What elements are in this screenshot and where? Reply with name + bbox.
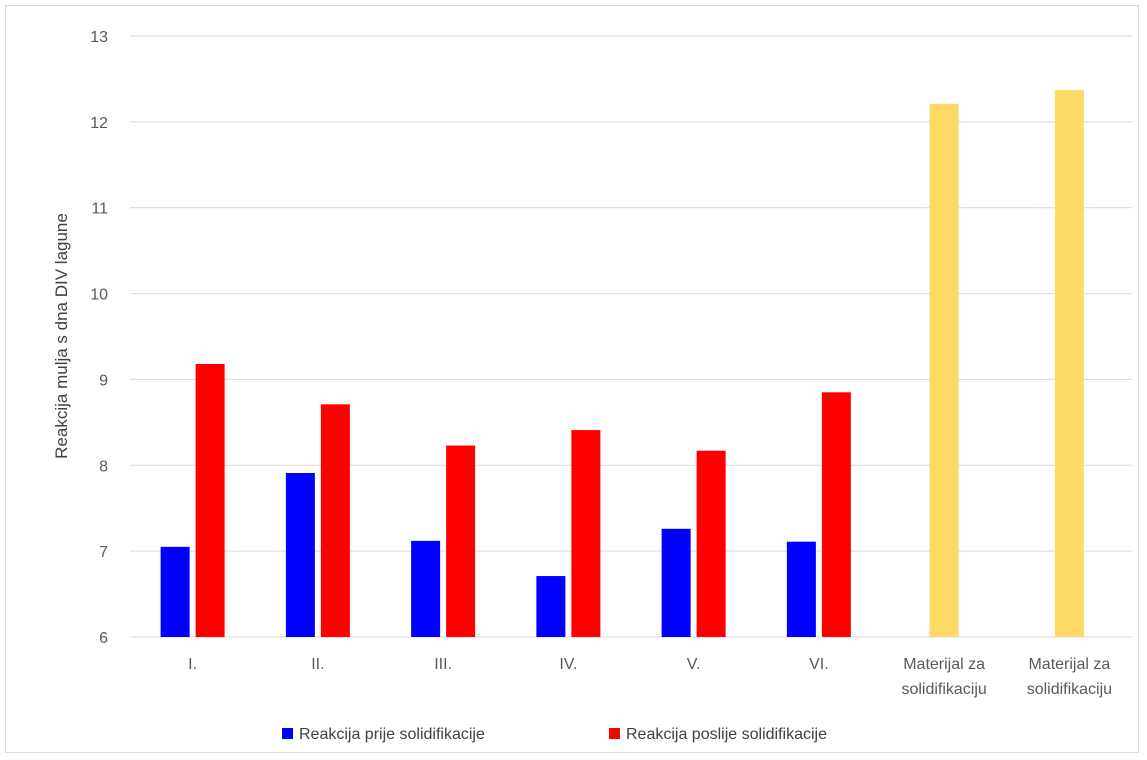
x-tick-label: III.: [434, 656, 452, 673]
bar-after: [696, 450, 726, 637]
x-tick-label: VI.: [809, 656, 829, 673]
bar-after: [195, 363, 225, 637]
bar-before: [661, 528, 691, 637]
bar-before: [411, 540, 441, 637]
x-tick-label: I.: [188, 656, 197, 673]
bar-before: [536, 576, 566, 637]
x-axis-ticks: I. II. III. IV. V. VI. Materijal za solidifikac…: [188, 656, 1112, 698]
legend-swatch: [282, 728, 293, 739]
y-tick-label: 6: [99, 630, 108, 647]
bar-after: [446, 445, 476, 637]
y-tick-label: 12: [90, 115, 108, 132]
x-tick-label: V.: [687, 656, 701, 673]
y-tick-label: 8: [99, 458, 108, 475]
y-tick-label: 13: [90, 29, 108, 46]
bar-after: [320, 404, 350, 637]
bar-before: [160, 546, 190, 637]
gridlines: [130, 35, 1132, 638]
legend: Reakcija prije solidifikacije Reakcija po…: [282, 726, 827, 743]
x-tick-label: IV.: [559, 656, 577, 673]
x-tick-label: Materijal za solidifikaciju: [1027, 656, 1112, 698]
bar-after: [821, 392, 851, 637]
bar-material: [929, 103, 959, 637]
legend-label: Reakcija poslije solidifikacije: [626, 726, 827, 743]
bar-after: [571, 430, 601, 637]
y-axis-ticks: 6 7 8 9 10 11 12 13: [90, 29, 108, 647]
legend-label: Reakcija prije solidifikacije: [299, 726, 485, 743]
bar-before: [285, 473, 315, 637]
y-tick-label: 7: [99, 544, 108, 561]
y-tick-label: 11: [91, 201, 108, 218]
x-tick-label: II.: [311, 656, 324, 673]
legend-swatch: [609, 728, 620, 739]
y-tick-label: 10: [90, 287, 108, 304]
bar-material: [1054, 90, 1084, 638]
bars: [160, 90, 1084, 638]
bar-before: [786, 541, 816, 637]
x-tick-label: Materijal za solidifikaciju: [901, 656, 986, 698]
y-tick-label: 9: [99, 372, 108, 389]
y-axis-label: Reakcija mulja s dna DIV lagune: [52, 213, 71, 459]
